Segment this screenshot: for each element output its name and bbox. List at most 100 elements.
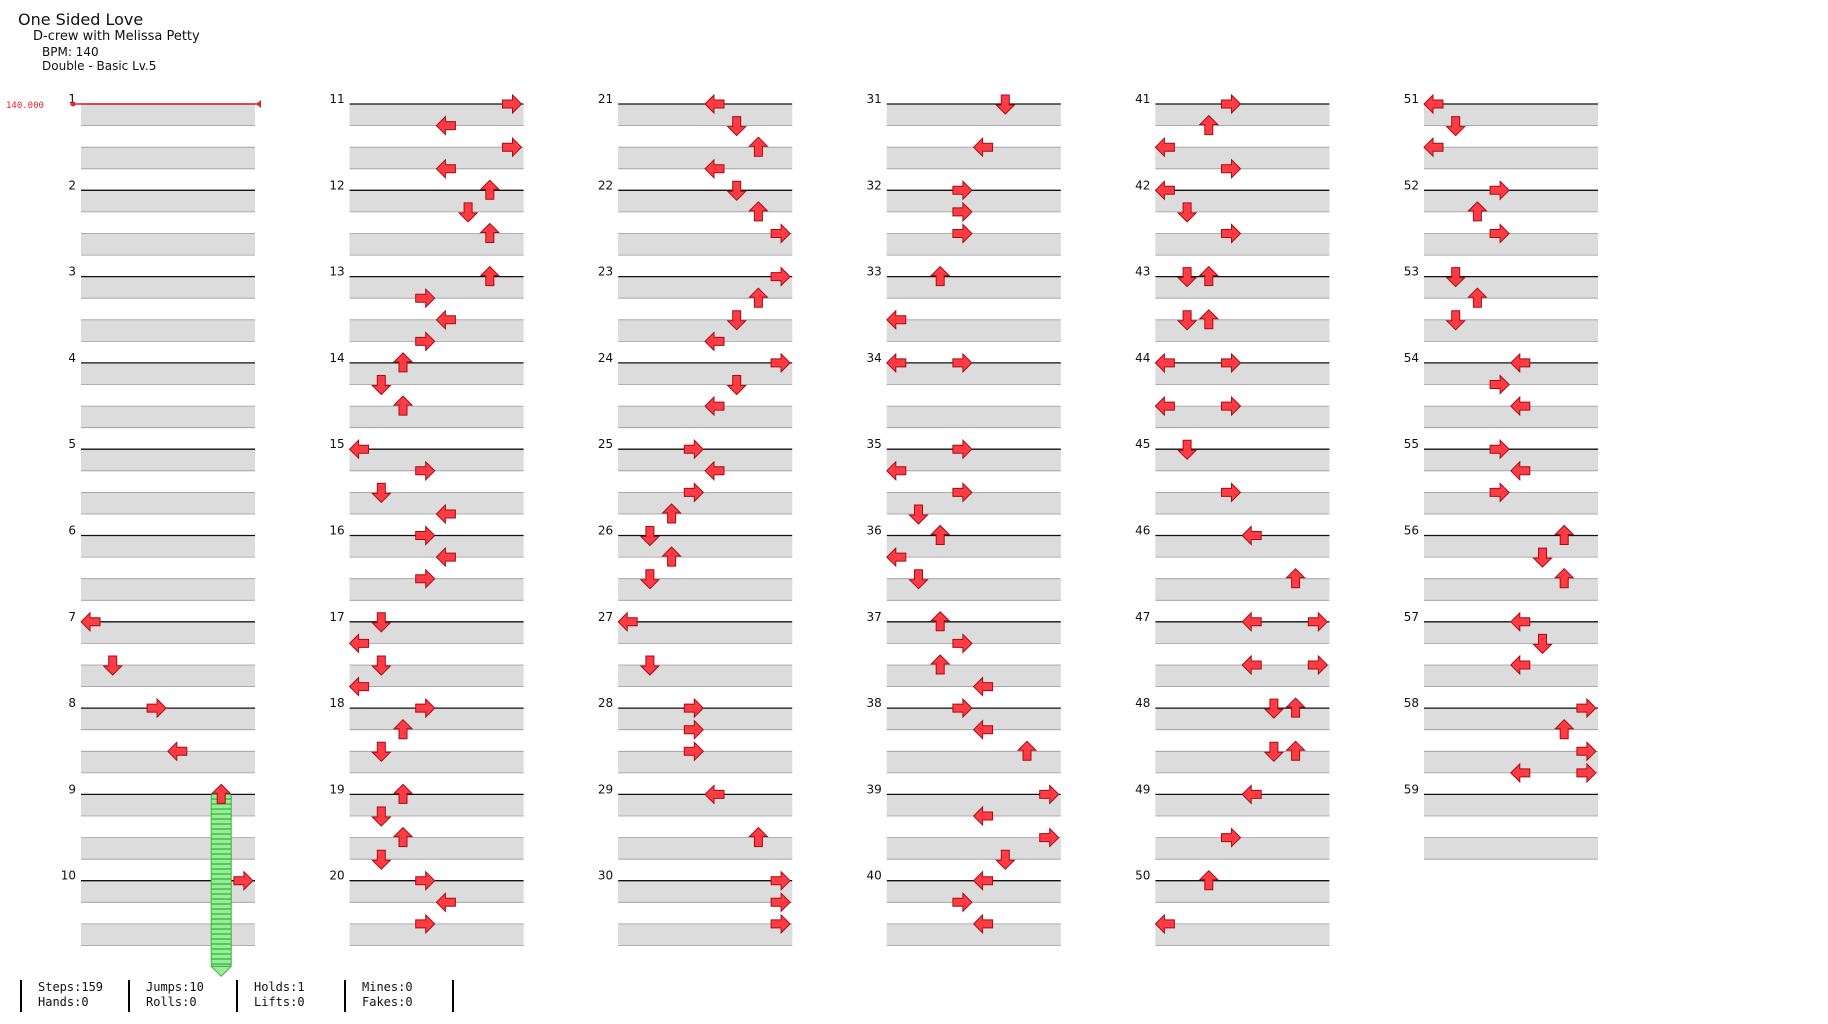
beat-band bbox=[618, 407, 793, 428]
measure-44: 44 bbox=[1135, 351, 1330, 429]
beat-band bbox=[81, 450, 255, 471]
measure-number: 44 bbox=[1135, 351, 1150, 365]
beat-band bbox=[349, 622, 524, 644]
beat-band bbox=[81, 320, 255, 342]
measure-55: 55 bbox=[1404, 437, 1598, 515]
beat-band bbox=[618, 450, 793, 471]
beat-band bbox=[349, 320, 524, 342]
measure-11: 11 bbox=[329, 92, 524, 170]
beat-band bbox=[349, 924, 524, 946]
measure-39: 39 bbox=[867, 782, 1061, 860]
measure-number: 25 bbox=[598, 437, 613, 451]
beat-band bbox=[886, 579, 1061, 601]
stats-col-jumps: Jumps:10 Rolls:0 bbox=[128, 980, 204, 1012]
beat-band bbox=[1155, 277, 1330, 299]
beat-band bbox=[886, 622, 1061, 644]
measure-2: 2 bbox=[68, 178, 255, 256]
measure-number: 2 bbox=[68, 178, 76, 192]
beat-band bbox=[1155, 148, 1330, 169]
hold-body bbox=[210, 793, 232, 967]
beat-band bbox=[886, 148, 1061, 169]
beat-band bbox=[886, 838, 1061, 860]
beat-band bbox=[886, 191, 1061, 212]
measure-number: 13 bbox=[329, 265, 344, 279]
measure-number: 56 bbox=[1404, 524, 1419, 538]
beat-band bbox=[349, 234, 524, 256]
measure-32: 32 bbox=[867, 178, 1061, 256]
beat-band bbox=[1155, 536, 1330, 558]
bpm-marker-end bbox=[256, 100, 261, 108]
measure-41: 41 bbox=[1135, 92, 1330, 170]
beat-band bbox=[1155, 752, 1330, 773]
beat-band bbox=[349, 536, 524, 558]
measure-21: 21 bbox=[598, 92, 793, 170]
beat-band bbox=[349, 709, 524, 730]
measure-14: 14 bbox=[329, 351, 524, 429]
beat-band bbox=[618, 105, 793, 126]
beat-band bbox=[1424, 622, 1598, 644]
stats-end-divider bbox=[452, 980, 454, 1012]
beat-band bbox=[1155, 105, 1330, 126]
measure-37: 37 bbox=[867, 610, 1061, 687]
beat-band bbox=[1155, 622, 1330, 644]
measure-number: 55 bbox=[1404, 437, 1419, 451]
measure-number: 37 bbox=[867, 610, 882, 624]
measure-53: 53 bbox=[1404, 265, 1598, 342]
beat-band bbox=[886, 881, 1061, 903]
measure-number: 18 bbox=[329, 696, 344, 710]
measure-number: 27 bbox=[598, 610, 613, 624]
beat-band bbox=[1424, 363, 1598, 385]
beat-band bbox=[618, 795, 793, 816]
measure-number: 45 bbox=[1135, 437, 1150, 451]
beat-band bbox=[349, 191, 524, 212]
beat-band bbox=[618, 493, 793, 514]
measure-45: 45 bbox=[1135, 437, 1330, 515]
beat-band bbox=[349, 752, 524, 773]
hold-tail bbox=[209, 965, 233, 978]
measure-number: 1 bbox=[68, 92, 76, 106]
beat-band bbox=[1424, 407, 1598, 428]
beat-band bbox=[618, 363, 793, 385]
stats-col-mines: Mines:0 Fakes:0 bbox=[344, 980, 413, 1012]
measure-number: 36 bbox=[867, 524, 882, 538]
beat-band bbox=[81, 407, 255, 428]
beat-band bbox=[886, 924, 1061, 946]
measure-number: 41 bbox=[1135, 92, 1150, 106]
measure-number: 43 bbox=[1135, 265, 1150, 279]
beat-band bbox=[886, 536, 1061, 558]
beat-band bbox=[1155, 838, 1330, 860]
measure-54: 54 bbox=[1404, 351, 1598, 429]
beat-band bbox=[1155, 407, 1330, 428]
beat-band bbox=[886, 363, 1061, 385]
beat-band bbox=[1155, 493, 1330, 514]
measure-number: 20 bbox=[329, 869, 344, 883]
measure-number: 3 bbox=[68, 265, 76, 279]
measure-18: 18 bbox=[329, 696, 524, 774]
measure-number: 11 bbox=[329, 92, 344, 106]
beat-band bbox=[618, 666, 793, 687]
measure-36: 36 bbox=[867, 524, 1061, 601]
measure-number: 52 bbox=[1404, 178, 1419, 192]
measure-number: 16 bbox=[329, 524, 344, 538]
beat-band bbox=[886, 105, 1061, 126]
song-bpm: BPM: 140 bbox=[42, 44, 99, 59]
measure-23: 23 bbox=[598, 265, 793, 342]
beat-band bbox=[618, 536, 793, 558]
beat-band bbox=[1155, 363, 1330, 385]
measure-13: 13 bbox=[329, 265, 524, 342]
measure-number: 49 bbox=[1135, 782, 1150, 796]
beat-band bbox=[349, 450, 524, 471]
measure-12: 12 bbox=[329, 178, 524, 256]
beat-band bbox=[349, 148, 524, 169]
beat-band bbox=[1155, 709, 1330, 730]
measure-number: 24 bbox=[598, 351, 613, 365]
beat-band bbox=[1155, 924, 1330, 946]
beat-band bbox=[81, 191, 255, 212]
beat-band bbox=[1424, 838, 1598, 860]
measure-number: 35 bbox=[867, 437, 882, 451]
measure-number: 22 bbox=[598, 178, 613, 192]
beat-band bbox=[1155, 234, 1330, 256]
measure-number: 48 bbox=[1135, 696, 1150, 710]
beat-band bbox=[618, 881, 793, 903]
measure-number: 30 bbox=[598, 869, 613, 883]
